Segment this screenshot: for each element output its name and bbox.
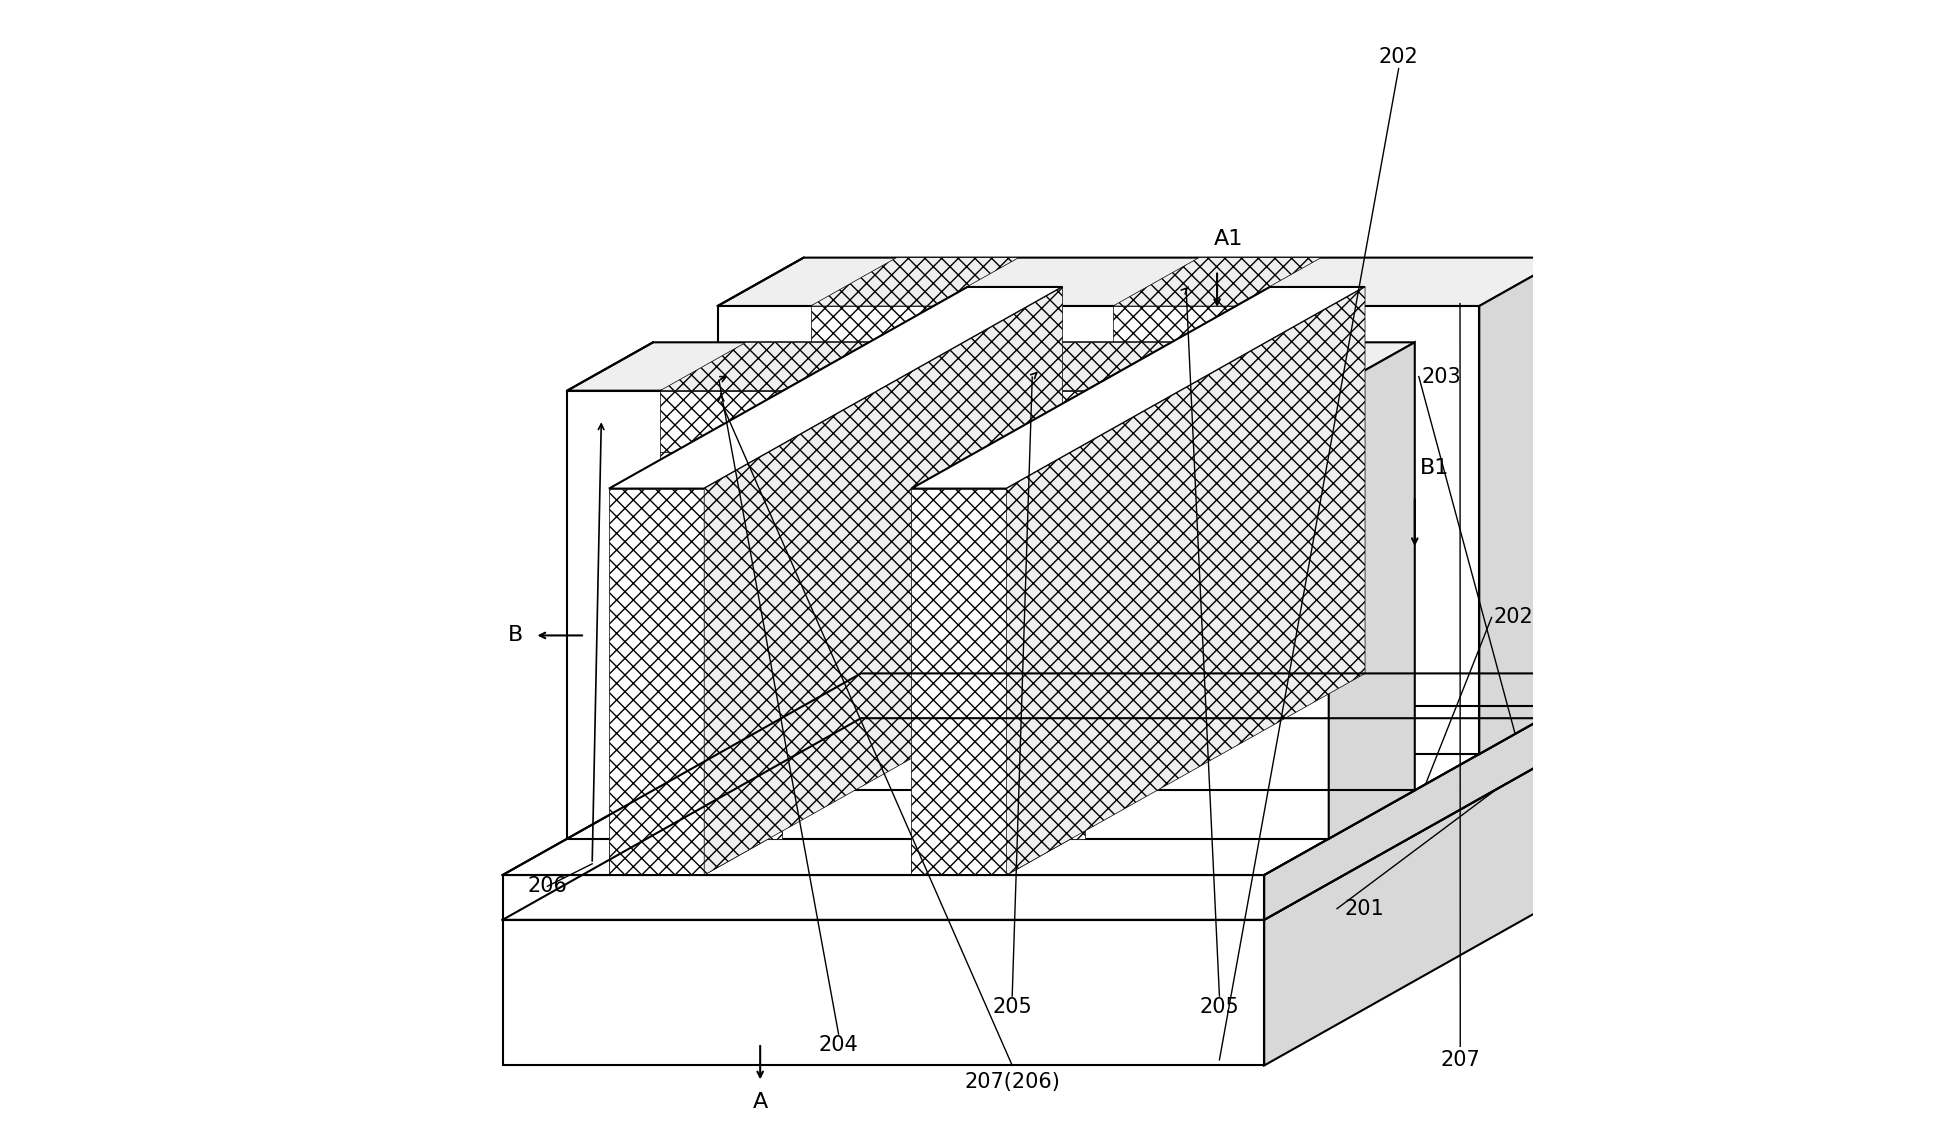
Text: 207: 207 (1440, 1050, 1481, 1069)
Polygon shape (609, 287, 1063, 489)
Polygon shape (911, 287, 1364, 489)
Text: B: B (508, 626, 523, 645)
Polygon shape (963, 391, 1084, 452)
Polygon shape (704, 287, 1063, 875)
Text: 205: 205 (992, 997, 1031, 1017)
Polygon shape (811, 257, 1018, 306)
Polygon shape (1265, 718, 1623, 1066)
Polygon shape (609, 489, 704, 875)
Polygon shape (502, 875, 1265, 920)
Text: 204: 204 (819, 1035, 858, 1056)
Text: A: A (753, 1092, 769, 1112)
Polygon shape (704, 287, 1063, 875)
Text: 203: 203 (1421, 366, 1461, 387)
Text: B1: B1 (1421, 458, 1450, 479)
Text: 202: 202 (1380, 48, 1419, 67)
Polygon shape (911, 287, 1364, 489)
Polygon shape (1329, 342, 1415, 839)
Polygon shape (566, 391, 1329, 839)
Polygon shape (502, 674, 1623, 875)
Polygon shape (811, 306, 932, 367)
Polygon shape (660, 452, 782, 839)
Polygon shape (1479, 257, 1565, 754)
Polygon shape (660, 342, 868, 391)
Polygon shape (963, 452, 1084, 839)
Polygon shape (1006, 287, 1364, 875)
Polygon shape (911, 489, 1006, 875)
Polygon shape (1265, 674, 1623, 920)
Polygon shape (911, 489, 1006, 875)
Polygon shape (718, 306, 1479, 754)
Polygon shape (811, 367, 932, 754)
Polygon shape (963, 342, 1171, 391)
Text: 206: 206 (527, 877, 568, 896)
Text: 205: 205 (1199, 997, 1240, 1017)
Text: A1: A1 (1214, 229, 1243, 249)
Polygon shape (1113, 257, 1321, 306)
Polygon shape (566, 342, 1415, 391)
Text: 201: 201 (1345, 898, 1386, 919)
Polygon shape (609, 287, 1063, 489)
Polygon shape (609, 489, 704, 875)
Polygon shape (502, 718, 1623, 920)
Polygon shape (660, 391, 782, 452)
Polygon shape (718, 257, 1565, 306)
Text: 202: 202 (1495, 608, 1533, 627)
Polygon shape (502, 920, 1265, 1066)
Polygon shape (1006, 287, 1364, 875)
Text: 207(206): 207(206) (965, 1073, 1061, 1092)
Polygon shape (1113, 367, 1236, 754)
Polygon shape (1113, 306, 1236, 367)
